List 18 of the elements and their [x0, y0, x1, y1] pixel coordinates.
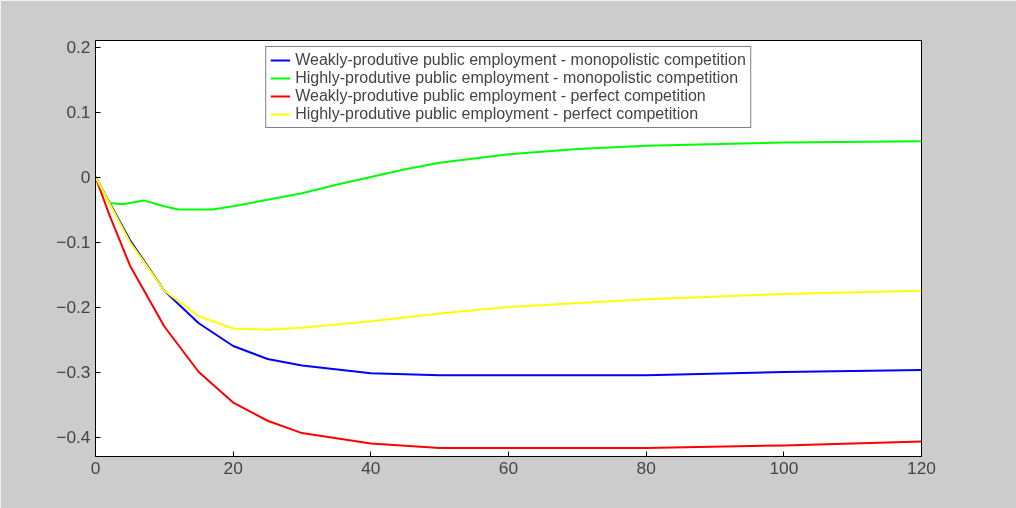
x-tick-label: 60 [498, 457, 519, 478]
y-tick-label: 0.1 [66, 102, 91, 122]
y-tick-label: 0.2 [66, 37, 91, 57]
x-tick-label: 120 [907, 457, 936, 478]
legend-label: Weakly-produtive public employment - monopolistic competition [295, 51, 746, 69]
line-series [95, 176, 922, 331]
legend-label: Highly-produtive public employment - monopolistic competition [295, 69, 739, 87]
x-tick-label: 40 [361, 457, 381, 478]
y-tick-label: −0.1 [56, 232, 91, 252]
legend-label: Highly-produtive public employment - perfect competition [295, 105, 699, 123]
legend-label: Weakly-produtive public employment - perfect competition [295, 87, 706, 105]
x-tick-label: 80 [636, 457, 656, 478]
y-tick-label: −0.2 [56, 297, 91, 317]
y-tick-label: 0 [80, 167, 91, 187]
y-tick-label: −0.4 [56, 427, 91, 447]
x-tick-label: 20 [223, 457, 243, 478]
x-tick-label: 100 [769, 457, 799, 478]
y-tick-label: −0.3 [56, 362, 91, 382]
